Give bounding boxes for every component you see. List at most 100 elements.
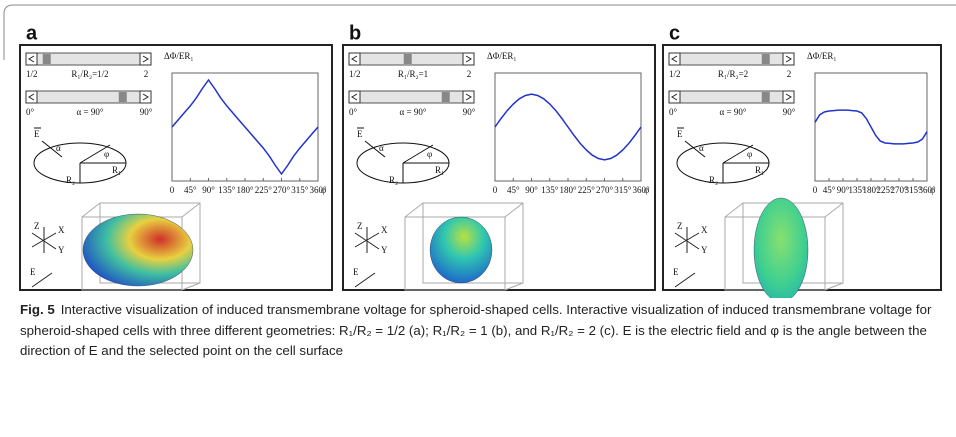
slider-arrow xyxy=(28,55,35,63)
r1-label: R₁ xyxy=(112,165,121,175)
slider-thumb xyxy=(761,92,770,102)
slider-arrow xyxy=(785,55,792,63)
field-label: E xyxy=(673,267,679,277)
slider-arrow xyxy=(142,55,149,63)
slider-thumb xyxy=(42,54,51,64)
caption-text: Interactive visualization of induced tra… xyxy=(20,302,932,358)
spheroid xyxy=(82,213,194,287)
x-tick-label: 270° xyxy=(596,185,614,195)
x-tick-label: 270° xyxy=(890,185,908,195)
box-edges xyxy=(724,202,844,291)
r2-label: R₂ xyxy=(389,175,398,185)
axis-y: Y xyxy=(58,245,65,255)
x-tick-label: 90° xyxy=(837,185,850,195)
alpha-label: α xyxy=(56,143,61,153)
axis-z: Z xyxy=(677,221,683,231)
slider-button xyxy=(462,52,475,66)
slider-button xyxy=(782,90,795,104)
slider-max: 90° xyxy=(463,107,476,117)
x-tick-label: 45° xyxy=(823,185,836,195)
slider-min: 1/2 xyxy=(349,69,361,79)
slider-button xyxy=(782,52,795,66)
caption-label: Fig. 5 xyxy=(20,302,55,317)
slider-button xyxy=(25,52,38,66)
r1-label: R₁ xyxy=(755,165,764,175)
x-tick-label: 225° xyxy=(876,185,894,195)
box-back xyxy=(422,202,524,284)
box-edges xyxy=(404,202,524,291)
axis-z: Z xyxy=(357,221,363,231)
slider-min: 1/2 xyxy=(26,69,38,79)
axis-gizmo xyxy=(354,232,380,248)
x-tick-label: 135° xyxy=(218,185,236,195)
field-arrow xyxy=(684,140,706,158)
field-label: E xyxy=(353,267,359,277)
axis-y: Y xyxy=(381,245,388,255)
box-front xyxy=(404,216,506,291)
slider-button xyxy=(462,90,475,104)
frame xyxy=(3,4,956,60)
caption: Fig. 5 Interactive visualization of induc… xyxy=(20,300,940,362)
slider-max: 90° xyxy=(140,107,153,117)
panel: 1/2 R₁/R₂=1/2 20° α = 90° 90°EαφR₁R₂ΔΦ/ER₁φ0… xyxy=(19,44,333,291)
slider-button xyxy=(668,52,681,66)
slider-arrow xyxy=(142,93,149,101)
x-tick-label: 0 xyxy=(493,185,498,195)
slider-arrow xyxy=(351,93,358,101)
panel-letter: b xyxy=(349,22,361,44)
x-tick-label: 360° xyxy=(918,185,936,195)
field-arrow xyxy=(41,140,63,158)
x-tick-label: 315° xyxy=(291,185,309,195)
radius-line xyxy=(402,144,434,164)
slider-thumb xyxy=(118,92,127,102)
x-tick-label: 270° xyxy=(273,185,291,195)
slider-thumb xyxy=(403,54,412,64)
r1-label: R₁ xyxy=(435,165,444,175)
x-tick-label: 180° xyxy=(236,185,254,195)
spheroid xyxy=(429,216,493,284)
x-tick-label: 90° xyxy=(525,185,538,195)
x-tick-label: 45° xyxy=(507,185,520,195)
x-tick-label: 180° xyxy=(862,185,880,195)
alpha-label: α xyxy=(379,143,384,153)
slider-label: α = 90° xyxy=(720,107,747,117)
slider-max: 2 xyxy=(144,69,149,79)
slider-min: 1/2 xyxy=(669,69,681,79)
axis-gizmo xyxy=(674,232,700,250)
field-arrow xyxy=(31,272,53,288)
alpha-label: α xyxy=(699,143,704,153)
x-tick-label: 0 xyxy=(170,185,175,195)
slider-button xyxy=(348,52,361,66)
slider-label: R₁/R₂=1/2 xyxy=(71,69,108,79)
x-tick-label: 225° xyxy=(578,185,596,195)
spheroid xyxy=(753,197,809,303)
axis-x: X xyxy=(58,225,65,235)
slider-button xyxy=(25,90,38,104)
slider-min: 0° xyxy=(669,107,678,117)
slider-button xyxy=(348,90,361,104)
field-label: E xyxy=(357,129,363,139)
slider-arrow xyxy=(465,55,472,63)
slider-min: 0° xyxy=(26,107,35,117)
x-tick-label: 45° xyxy=(184,185,197,195)
field-label: E xyxy=(34,129,40,139)
x-tick-label: 135° xyxy=(848,185,866,195)
x-axis-label: φ xyxy=(321,185,326,195)
slider-thumb xyxy=(761,54,770,64)
x-tick-label: 315° xyxy=(614,185,632,195)
field-arrow xyxy=(674,272,696,288)
slider-track xyxy=(668,90,795,104)
slider-max: 2 xyxy=(467,69,472,79)
slider-button xyxy=(668,90,681,104)
axis-z: Z xyxy=(34,221,40,231)
box-edges xyxy=(81,202,201,291)
slider-arrow xyxy=(351,55,358,63)
panel-letter: a xyxy=(26,22,38,44)
slider-label: α = 90° xyxy=(400,107,427,117)
x-tick-label: 225° xyxy=(255,185,273,195)
slider-label: R₁/R₂=2 xyxy=(718,69,748,79)
x-tick-label: 360° xyxy=(632,185,650,195)
slider-arrow xyxy=(671,93,678,101)
